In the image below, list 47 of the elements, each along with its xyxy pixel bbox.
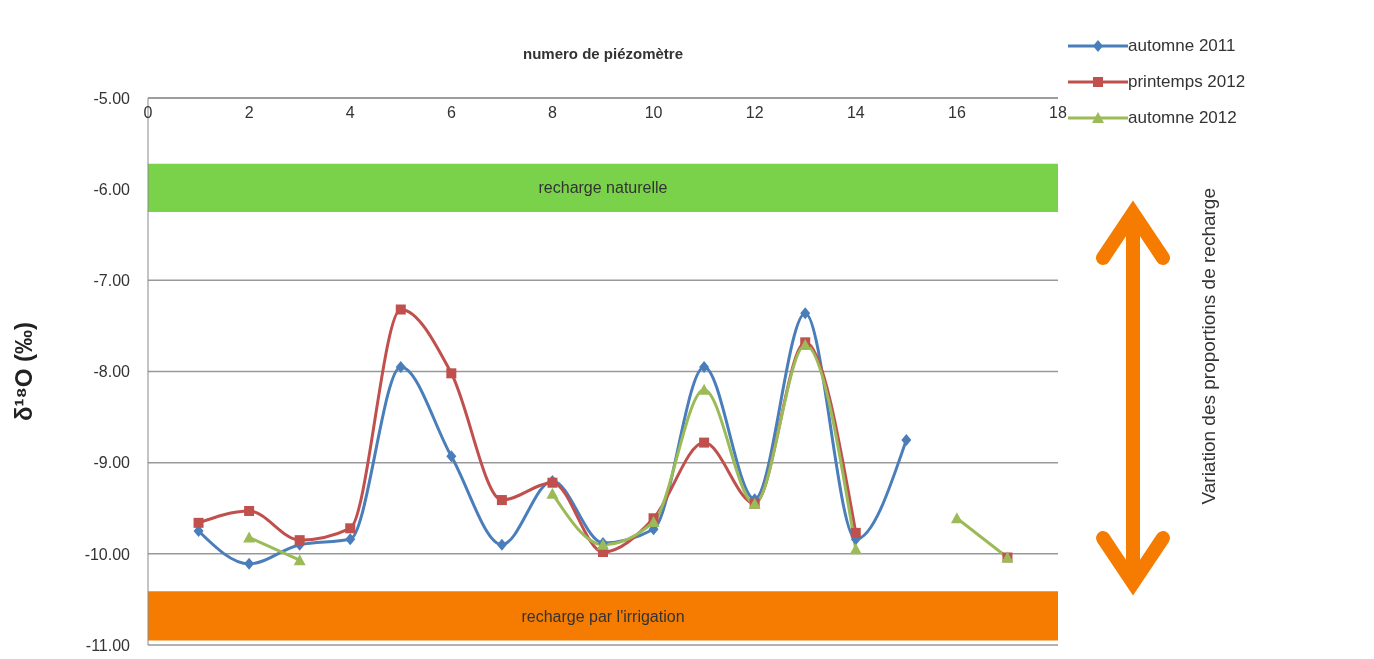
point [699,437,710,448]
y-tick-label: -9.00 [93,454,131,472]
text: Variation des proportions de recharge [1198,188,1220,505]
legend-label: automne 2011 [1128,36,1236,56]
x-tick-label: 10 [644,104,663,121]
y-tick-label: -5.00 [93,89,131,107]
point [294,535,305,546]
x-axis-title: numero de piézomètre [522,44,684,62]
y-axis-title: δ¹⁸O (‰) [9,321,37,422]
legend-label: automne 2012 [1128,108,1237,128]
x-tick-label: 18 [1049,104,1067,121]
point [446,450,457,463]
x-tick-label: 12 [745,104,764,121]
point [849,543,862,555]
x-tick-label: 8 [547,104,557,121]
x-tick-label: 2 [244,104,254,121]
point [800,307,811,320]
point [345,523,356,534]
point [901,433,912,446]
point [950,512,963,524]
x-tick-label: 4 [345,104,355,121]
point [345,533,356,546]
y-tick-label: -8.00 [93,363,131,381]
point [395,304,406,315]
band-label: recharge naturelle [538,179,668,197]
point [446,368,457,379]
x-tick-label: 14 [846,104,865,121]
point [244,505,255,516]
point [546,487,559,499]
legend-label: printemps 2012 [1128,72,1246,92]
point [293,554,306,566]
y-tick-label: -6.00 [93,180,131,198]
point [850,527,861,538]
point [699,360,710,373]
y-tick-label: -11.00 [85,636,131,654]
point [193,517,204,528]
x-tick-label: 16 [947,104,966,121]
y-tick-label: -7.00 [93,272,131,290]
point [496,495,507,506]
band-label: recharge par l'irrigation [521,607,685,625]
point [243,531,256,543]
point [496,538,507,551]
point [395,360,406,373]
x-tick-label: 0 [143,104,153,121]
y-tick-label: -10.00 [84,545,131,563]
x-tick-label: 6 [446,104,456,121]
point [244,557,255,570]
